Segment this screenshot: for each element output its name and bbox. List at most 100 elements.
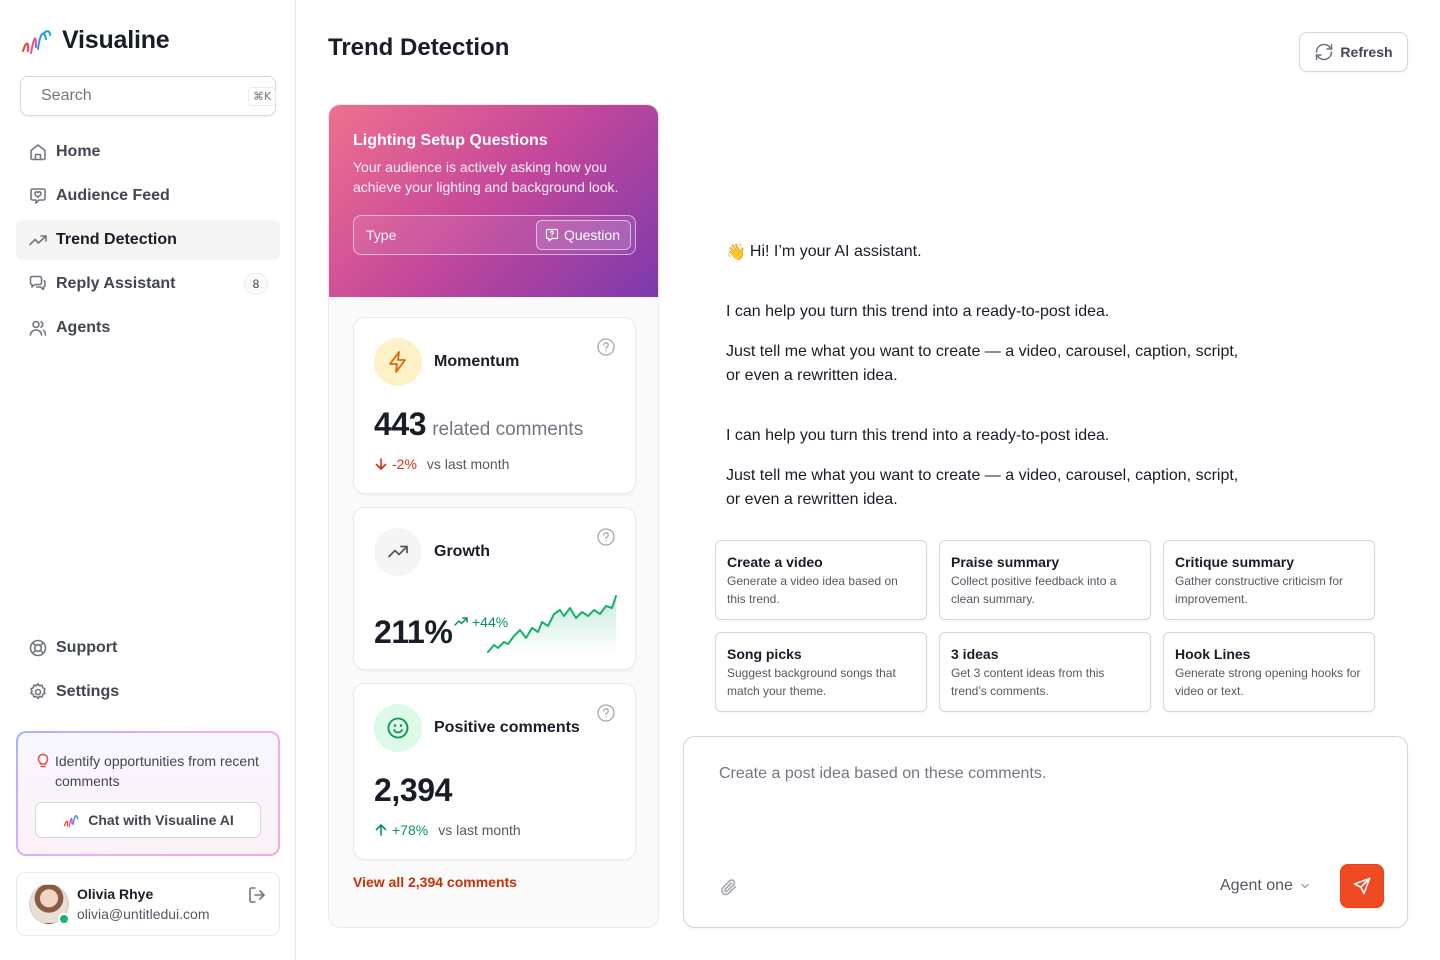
account-card[interactable]: Olivia Rhye olivia@untitledui.com <box>16 872 280 936</box>
smile-icon <box>387 717 409 739</box>
suggestion-song-picks[interactable]: Song picks Suggest background songs that… <box>715 632 927 712</box>
life-buoy-icon <box>29 639 47 657</box>
sidebar-item-label: Home <box>56 143 101 160</box>
positive-value: 2,394 <box>374 772 453 808</box>
help-circle-icon[interactable] <box>597 338 615 356</box>
sidebar-item-label: Agents <box>56 319 111 336</box>
sidebar-item-home[interactable]: Home <box>16 132 280 172</box>
sidebar-item-agents[interactable]: Agents <box>16 308 280 348</box>
suggestion-title: Praise summary <box>951 554 1060 570</box>
trend-panel: Lighting Setup Questions Your audience i… <box>328 104 659 928</box>
message-line: I can help you turn this trend into a re… <box>726 303 1110 320</box>
arrow-down-icon <box>375 458 387 470</box>
sidebar-item-label: Support <box>56 639 118 656</box>
chevron-down-icon <box>1301 883 1309 889</box>
message-line: I can help you turn this trend into a re… <box>726 427 1110 444</box>
suggestion-title: Critique summary <box>1175 554 1295 570</box>
lightning-icon <box>389 351 406 373</box>
search-box[interactable]: ⌘K <box>20 76 277 116</box>
momentum-unit: related comments <box>432 419 584 440</box>
visualine-logo-icon <box>64 815 79 828</box>
chat-composer: Agent one <box>683 736 1408 928</box>
gear-icon <box>30 683 46 700</box>
trend-up-icon <box>388 545 408 558</box>
sidebar-item-settings[interactable]: Settings <box>16 672 280 712</box>
user-email: olivia@untitledui.com <box>77 906 210 922</box>
suggestion-desc: Collect positive feedback into a clean s… <box>951 574 1117 606</box>
help-circle-icon[interactable] <box>597 528 615 546</box>
type-label: Type <box>366 227 397 243</box>
metric-name: Growth <box>434 543 490 560</box>
view-all-comments-link[interactable]: View all 2,394 comments <box>353 874 517 890</box>
chat-with-ai-button[interactable]: Chat with Visualine AI <box>35 802 261 838</box>
refresh-button[interactable]: Refresh <box>1299 32 1408 72</box>
logout-icon[interactable] <box>247 885 267 905</box>
suggestion-title: 3 ideas <box>951 646 999 662</box>
suggestion-praise-summary[interactable]: Praise summary Collect positive feedback… <box>939 540 1151 620</box>
send-icon <box>1353 877 1371 895</box>
sidebar: Visualine ⌘K Home Audience Feed Trend De… <box>0 0 296 960</box>
momentum-change: -2% <box>392 456 417 472</box>
trend-up-icon <box>29 235 47 246</box>
suggestion-desc: Generate strong opening hooks for video … <box>1175 666 1361 698</box>
trend-title: Lighting Setup Questions <box>353 132 548 149</box>
main-nav: Home Audience Feed Trend Detection Reply… <box>16 132 280 352</box>
online-status-indicator <box>58 913 70 925</box>
type-value: Question <box>563 227 620 243</box>
trend-description: Your audience is actively asking how you… <box>353 159 619 195</box>
search-shortcut: ⌘K <box>248 86 277 106</box>
suggestion-3-ideas[interactable]: 3 ideas Get 3 content ideas from this tr… <box>939 632 1151 712</box>
positive-vs: vs last month <box>438 822 521 838</box>
sidebar-item-label: Trend Detection <box>56 231 177 248</box>
arrow-up-icon <box>375 824 387 836</box>
sidebar-item-label: Settings <box>56 683 120 700</box>
suggestion-title: Create a video <box>727 554 823 570</box>
suggestion-create-video[interactable]: Create a video Generate a video idea bas… <box>715 540 927 620</box>
suggestion-critique-summary[interactable]: Critique summary Gather constructive cri… <box>1163 540 1375 620</box>
sidebar-item-label: Reply Assistant <box>56 275 176 292</box>
suggestion-desc: Generate a video idea based on this tren… <box>727 574 898 606</box>
momentum-card: Momentum 443 related comments -2% vs las… <box>353 317 636 494</box>
help-circle-icon[interactable] <box>597 704 615 722</box>
page-title: Trend Detection <box>328 34 510 61</box>
metric-name: Positive comments <box>434 719 580 736</box>
send-button[interactable] <box>1340 864 1384 908</box>
chat-input[interactable] <box>719 765 1359 825</box>
app-logo[interactable]: Visualine <box>20 26 170 55</box>
greeting-text: Hi! I’m your AI assistant. <box>749 243 922 260</box>
positive-change: +78% <box>392 822 429 838</box>
ai-promo-card: Identify opportunities from recent comme… <box>16 731 280 856</box>
sidebar-item-reply-assistant[interactable]: Reply Assistant 8 <box>16 264 280 304</box>
agent-select-value: Agent one <box>1220 877 1293 894</box>
wave-emoji: 👋 <box>726 244 746 261</box>
trend-up-small-icon <box>454 617 468 626</box>
sidebar-item-support[interactable]: Support <box>16 628 280 668</box>
metric-name: Momentum <box>434 353 520 370</box>
refresh-label: Refresh <box>1340 44 1393 60</box>
reply-count-badge: 8 <box>244 273 268 295</box>
sidebar-item-audience-feed[interactable]: Audience Feed <box>16 176 280 216</box>
refresh-icon <box>1316 43 1333 61</box>
suggestion-desc: Suggest background songs that match your… <box>727 666 896 698</box>
suggestion-title: Song picks <box>727 646 802 662</box>
ai-greeting: 👋 Hi! I’m your AI assistant. <box>726 242 922 262</box>
promo-text: Identify opportunities from recent comme… <box>55 753 259 789</box>
agent-select[interactable]: Agent one <box>1220 877 1311 895</box>
suggestion-desc: Gather constructive criticism for improv… <box>1175 574 1344 606</box>
search-input[interactable] <box>41 87 248 105</box>
ai-message: I can help you turn this trend into a re… <box>726 424 1246 512</box>
visualine-logo-icon <box>22 29 51 54</box>
suggestion-desc: Get 3 content ideas from this trend’s co… <box>951 666 1105 698</box>
sidebar-item-trend-detection[interactable]: Trend Detection <box>16 220 280 260</box>
chat-with-ai-label: Chat with Visualine AI <box>88 812 234 828</box>
suggestion-hook-lines[interactable]: Hook Lines Generate strong opening hooks… <box>1163 632 1375 712</box>
message-line: Just tell me what you want to create — a… <box>726 467 1239 508</box>
message-line: Just tell me what you want to create — a… <box>726 343 1239 384</box>
type-chip[interactable]: Question <box>535 220 631 250</box>
ai-message: I can help you turn this trend into a re… <box>726 300 1246 388</box>
app-name: Visualine <box>62 26 170 54</box>
trend-type-row: Type Question <box>353 215 636 255</box>
avatar[interactable] <box>29 884 70 925</box>
home-icon <box>30 144 46 161</box>
paperclip-icon[interactable] <box>719 877 739 897</box>
